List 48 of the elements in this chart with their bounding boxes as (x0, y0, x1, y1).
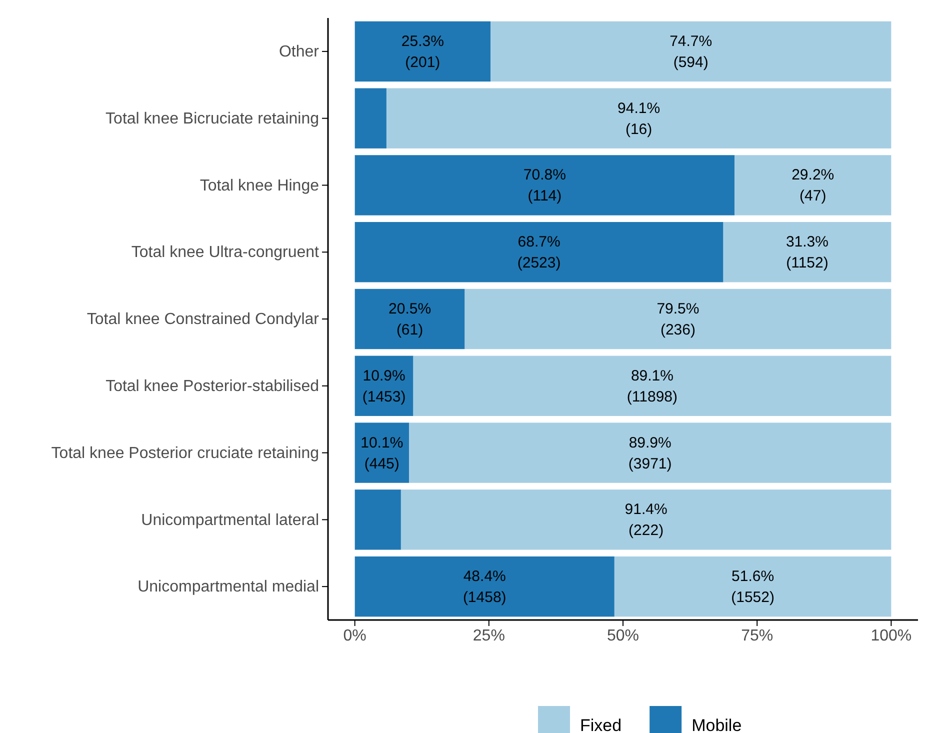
data-label: 89.1% (11898) (626, 367, 678, 406)
y-tick-label: Total knee Posterior cruciate retaining (51, 444, 319, 462)
data-label: 74.7% (594) (670, 32, 712, 71)
bar (354, 288, 465, 350)
y-tick-label: Total knee Bicruciate retaining (106, 110, 319, 128)
bar (464, 288, 892, 350)
y-tick-label: Total knee Hinge (200, 177, 320, 194)
y-tick-label: Total knee Ultra-congruent (131, 244, 320, 262)
data-label: 31.3% (1152) (786, 234, 829, 272)
y-tick-label: Other (278, 44, 320, 61)
y-tick-label: Unicompartmental medial (138, 578, 319, 596)
data-label: 89.9% (3971) (628, 434, 672, 472)
data-label: 94.1% (16) (618, 100, 660, 138)
bar (490, 21, 892, 82)
bar (354, 556, 614, 617)
data-label: 68.7% (2523) (517, 234, 561, 272)
data-label: 70.8% (114) (523, 166, 566, 205)
legend-label: Mobile (692, 716, 742, 733)
x-tick-label: 25% (472, 627, 505, 644)
bar (413, 356, 892, 416)
data-label: 20.5% (61) (388, 300, 432, 338)
x-tick-label: 0% (343, 627, 366, 644)
y-tick-label: Unicompartmental lateral (141, 512, 319, 529)
data-label: 79.5% (236) (656, 300, 700, 338)
bar (614, 556, 892, 617)
bar (354, 21, 491, 82)
bar (408, 422, 892, 483)
legend-label: Fixed (580, 716, 622, 733)
data-label: 29.2% (47) (792, 166, 834, 205)
x-tick-label: 50% (606, 627, 640, 644)
data-label: 91.4% (222) (624, 501, 668, 540)
bar (723, 222, 892, 282)
x-tick-label: 75% (741, 627, 774, 644)
data-label: 25.3% (201) (401, 32, 444, 71)
bar (354, 88, 386, 148)
bar (734, 155, 892, 216)
bar (354, 155, 735, 216)
data-label: 51.6% (1552) (731, 568, 774, 606)
x-tick-label: 100% (870, 627, 912, 644)
bar (354, 490, 401, 550)
data-label: 48.4% (1458) (462, 568, 506, 606)
bar (354, 222, 724, 282)
y-tick-label: Total knee Posterior-stabilised (106, 378, 319, 396)
data-label: 10.9% (1453) (362, 367, 406, 406)
bar (386, 88, 892, 148)
y-tick-label: Total knee Constrained Condylar (86, 311, 320, 328)
bar (400, 490, 892, 550)
data-label: 10.1% (445) (360, 434, 404, 472)
